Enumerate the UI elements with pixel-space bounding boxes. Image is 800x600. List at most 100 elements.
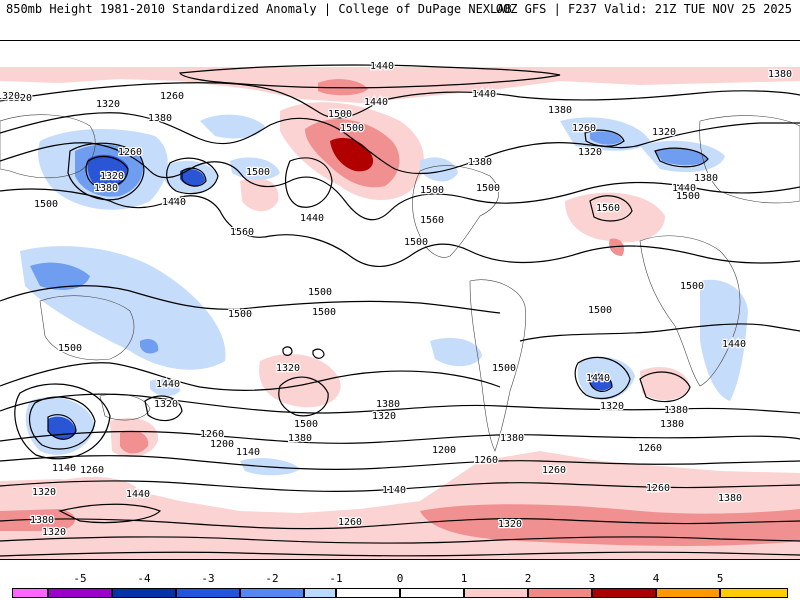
contour-label: 1320 bbox=[372, 411, 396, 422]
contour-label: 1260 bbox=[160, 91, 184, 102]
colorbar-segment bbox=[48, 588, 112, 598]
contour-label: 1380 bbox=[288, 433, 312, 444]
contour-label: 1380 bbox=[548, 105, 572, 116]
contour-label: 1380 bbox=[660, 419, 684, 430]
colorbar-label: 5 bbox=[716, 572, 724, 585]
map-panel: 1440 1380 1320 1260 1320 1380 1500 1440 1500 1260… bbox=[0, 40, 800, 560]
contour-label: 1440 bbox=[162, 197, 186, 208]
contour-label: 1320 bbox=[32, 487, 56, 498]
contour-label: 1200 bbox=[432, 445, 456, 456]
contour-label: 1560 bbox=[420, 215, 444, 226]
contour-label: 1260 bbox=[646, 483, 670, 494]
contour-label: 1260 bbox=[118, 147, 142, 158]
contour-label: 1500 bbox=[294, 419, 318, 430]
contour-label: 1440 bbox=[364, 97, 388, 108]
contour-label: 1260 bbox=[542, 465, 566, 476]
contour-label: 1500 bbox=[34, 199, 58, 210]
coastlines bbox=[0, 114, 800, 452]
contour-label: 1380 bbox=[768, 69, 792, 80]
contour-label: 1440 bbox=[722, 339, 746, 350]
contour-label: 1500 bbox=[676, 191, 700, 202]
contour-label: 1440 bbox=[300, 213, 324, 224]
contour-label: 1500 bbox=[420, 185, 444, 196]
contour-label: 1440 bbox=[586, 373, 610, 384]
contour-label: 1320 bbox=[0, 91, 20, 102]
colorbar-label: -4 bbox=[137, 572, 151, 585]
colorbar-segment bbox=[720, 588, 788, 598]
contour-label: 1320 bbox=[100, 171, 124, 182]
contour-label: 1380 bbox=[376, 399, 400, 410]
contour-label: 1440 bbox=[672, 183, 696, 194]
contour-label: 1440 bbox=[472, 89, 496, 100]
contour-label: 1500 bbox=[404, 237, 428, 248]
colorbar-label: 1 bbox=[460, 572, 468, 585]
contour-label: 1500 bbox=[476, 183, 500, 194]
colorbar-segment bbox=[528, 588, 592, 598]
contour-label: 1260 bbox=[338, 517, 362, 528]
contour-label: 1380 bbox=[500, 433, 524, 444]
colorbar-segment bbox=[112, 588, 176, 598]
contour-label: 1500 bbox=[228, 309, 252, 320]
colorbar-segment bbox=[304, 588, 336, 598]
colorbar-label: 2 bbox=[524, 572, 532, 585]
colorbar-segment bbox=[336, 588, 400, 598]
colorbar-label: -3 bbox=[201, 572, 215, 585]
contour-label: 1320 bbox=[652, 127, 676, 138]
valid-time: 00Z GFS | F237 Valid: 21Z TUE NOV 25 202… bbox=[495, 2, 792, 16]
colorbar-segment bbox=[400, 588, 464, 598]
contour-label: 1560 bbox=[230, 227, 254, 238]
contour-label: 1260 bbox=[638, 443, 662, 454]
contour-label: 1320 bbox=[42, 527, 66, 538]
contour-label: 1140 bbox=[236, 447, 260, 458]
contour-label: 1380 bbox=[718, 493, 742, 504]
contour-label: 1500 bbox=[58, 343, 82, 354]
contour-label: 1500 bbox=[246, 167, 270, 178]
contour-label: 1260 bbox=[80, 465, 104, 476]
contour-label: 1500 bbox=[308, 287, 332, 298]
colorbar-label: 0 bbox=[396, 572, 404, 585]
contour-label: 1140 bbox=[52, 463, 76, 474]
colorbar-segment bbox=[12, 588, 48, 598]
contour-label: 1320 bbox=[154, 399, 178, 410]
colorbar-segment bbox=[176, 588, 240, 598]
colorbar-segment bbox=[656, 588, 720, 598]
colorbar-segment bbox=[240, 588, 304, 598]
contour-label: 1500 bbox=[680, 281, 704, 292]
colorbar-segment bbox=[464, 588, 528, 598]
contour-label: 1560 bbox=[596, 203, 620, 214]
positive-anomaly-shading bbox=[0, 67, 800, 559]
contour-label: 1500 bbox=[328, 109, 352, 120]
contour-label: 1140 bbox=[382, 485, 406, 496]
contour-label: 1380 bbox=[94, 183, 118, 194]
contour-label: 1380 bbox=[664, 405, 688, 416]
contour-label: 1380 bbox=[148, 113, 172, 124]
contour-label: 1380 bbox=[30, 515, 54, 526]
contour-label: 1320 bbox=[578, 147, 602, 158]
contour-label: 1320 bbox=[600, 401, 624, 412]
contour-label: 1440 bbox=[370, 61, 394, 72]
contour-label: 1500 bbox=[312, 307, 336, 318]
contour-label: 1260 bbox=[572, 123, 596, 134]
contour-label: 1320 bbox=[276, 363, 300, 374]
contour-label: 1200 bbox=[210, 439, 234, 450]
contour-label: 1500 bbox=[588, 305, 612, 316]
colorbar-label: 4 bbox=[652, 572, 660, 585]
colorbar-label: 3 bbox=[588, 572, 596, 585]
contour-label: 1500 bbox=[340, 123, 364, 134]
contour-label: 1500 bbox=[492, 363, 516, 374]
contour-label: 1380 bbox=[694, 173, 718, 184]
contour-label: 1380 bbox=[468, 157, 492, 168]
contour-label: 1440 bbox=[126, 489, 150, 500]
map-title: 850mb Height 1981-2010 Standardized Anom… bbox=[6, 2, 512, 16]
colorbar: -5 -4 -3 -2 -1 0 1 2 3 4 5 bbox=[0, 572, 800, 600]
colorbar-label: -1 bbox=[329, 572, 343, 585]
colorbar-label: -2 bbox=[265, 572, 279, 585]
contour-label: 1260 bbox=[200, 429, 224, 440]
colorbar-segment bbox=[592, 588, 656, 598]
contour-label: 1260 bbox=[474, 455, 498, 466]
height-contours bbox=[0, 64, 800, 557]
contour-label: 1320 bbox=[96, 99, 120, 110]
contour-label: 1320 bbox=[498, 519, 522, 530]
